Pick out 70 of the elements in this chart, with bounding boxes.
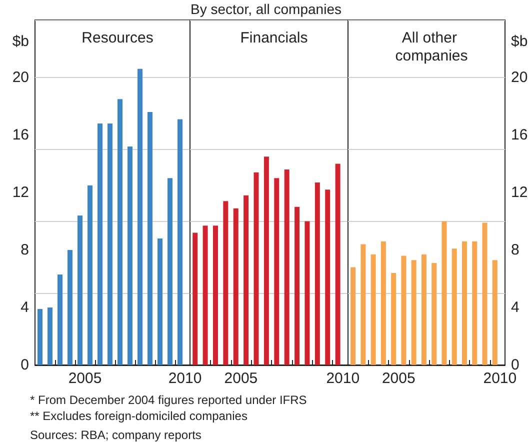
- bar: [380, 241, 386, 365]
- bar: [38, 308, 42, 365]
- bar: [264, 156, 269, 365]
- bar: [158, 238, 162, 365]
- bar: [432, 262, 437, 365]
- text: All other companies: [395, 30, 468, 64]
- bar: [88, 185, 92, 365]
- source-note: Sources: RBA; company reports: [30, 428, 202, 442]
- bar: [58, 274, 62, 365]
- bar: [284, 170, 290, 365]
- bar: [472, 241, 478, 365]
- bar: [98, 124, 102, 365]
- bar: [78, 216, 82, 365]
- bar: [325, 190, 330, 365]
- y-tick-label: 16: [12, 126, 29, 144]
- bar: [350, 267, 356, 365]
- y-axis-title: $b: [12, 33, 29, 50]
- y2-tick-label: 20: [511, 69, 528, 86]
- y-tick-label: 20: [12, 69, 29, 86]
- text: Resources: [82, 30, 154, 46]
- y2-axis-title: $b: [511, 33, 528, 50]
- y-tick-label: 4: [20, 299, 29, 316]
- text: Financials: [240, 30, 308, 46]
- chart-subtitle: By sector, all companies: [190, 1, 342, 17]
- bar: [128, 146, 132, 365]
- y2-tick-label: 12: [511, 184, 528, 201]
- bar: [168, 178, 172, 365]
- bar: [314, 182, 320, 365]
- bar: [442, 221, 447, 365]
- bar: [462, 241, 467, 365]
- x-tick-label: 2010: [168, 370, 202, 387]
- bar: [370, 254, 376, 365]
- bar: [274, 178, 280, 365]
- bar: [148, 112, 152, 365]
- x-tick-label: 2005: [224, 370, 258, 387]
- bar: [244, 195, 249, 365]
- bar: [212, 226, 218, 365]
- bar: [294, 206, 300, 365]
- y2-tick-label: 4: [511, 299, 520, 316]
- text: * From December 2004 figures reported under IFRS: [30, 393, 307, 407]
- text: ** Excludes foreign-domiciled companies: [30, 409, 248, 423]
- bar: [391, 273, 396, 365]
- bar: [223, 201, 228, 365]
- bar: [492, 260, 498, 365]
- bar: [421, 254, 426, 365]
- y-tick-label: 0: [20, 356, 29, 374]
- bar: [452, 248, 457, 365]
- x-tick-label: 2005: [68, 370, 102, 387]
- bar: [48, 308, 52, 365]
- x-tick-label: 2005: [382, 370, 416, 387]
- bar: [254, 172, 259, 365]
- bar: [360, 244, 366, 365]
- y-tick-label: 12: [12, 184, 29, 201]
- bar: [401, 256, 406, 365]
- bar: [202, 226, 208, 365]
- y2-tick-label: 8: [511, 242, 520, 258]
- bar: [178, 119, 182, 365]
- bar: [118, 99, 122, 365]
- bar: [335, 164, 340, 365]
- bar: [233, 208, 238, 365]
- bar: [482, 222, 488, 365]
- bar: [304, 221, 310, 365]
- y2-tick-label: 16: [511, 126, 528, 144]
- bar: [411, 260, 416, 365]
- y-tick-label: 8: [20, 242, 29, 258]
- bar: [138, 68, 142, 365]
- bar: [108, 124, 112, 365]
- x-tick-label: 2010: [326, 370, 360, 387]
- bar: [192, 232, 198, 365]
- bar: [68, 250, 72, 365]
